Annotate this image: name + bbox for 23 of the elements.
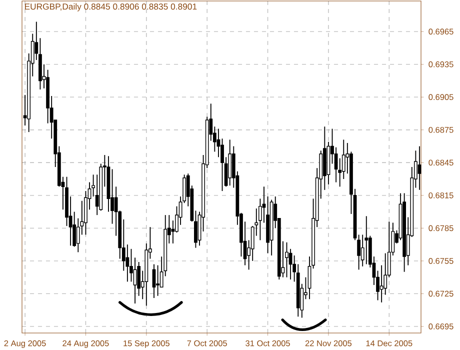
y-tick-label: 0.6965 <box>428 28 454 35</box>
x-tick-label: 2 Aug 2005 <box>4 340 46 348</box>
x-tick-label: 14 Dec 2005 <box>366 340 412 346</box>
x-tick-label: 31 Oct 2005 <box>246 340 290 346</box>
y-tick-label: 0.6725 <box>428 290 454 297</box>
x-tick-label: 7 Oct 2005 <box>187 340 227 346</box>
y-tick-label: 0.6815 <box>428 192 454 198</box>
chart-title: EURGBP,Daily 0.8845 0.8906 0.8835 0.8901 <box>24 3 197 12</box>
candlestick <box>364 216 368 265</box>
y-tick-label: 0.6845 <box>428 160 454 166</box>
x-tick-label: 15 Sep 2005 <box>124 340 170 348</box>
candlestick <box>285 242 288 278</box>
y-tick-label: 0.6755 <box>428 258 454 264</box>
candlestick <box>418 146 422 190</box>
x-tick-label: 24 Aug 2005 <box>62 340 109 348</box>
y-tick-label: 0.6905 <box>428 94 454 100</box>
y-tick-label: 0.6935 <box>428 61 454 68</box>
candlestick <box>357 234 360 270</box>
y-tick-label: 0.6785 <box>428 225 454 232</box>
x-tick-label: 22 Nov 2005 <box>305 340 352 346</box>
candlestick <box>156 264 160 296</box>
y-tick-label: 0.6695 <box>428 324 454 330</box>
y-tick-label: 0.6875 <box>428 126 454 133</box>
